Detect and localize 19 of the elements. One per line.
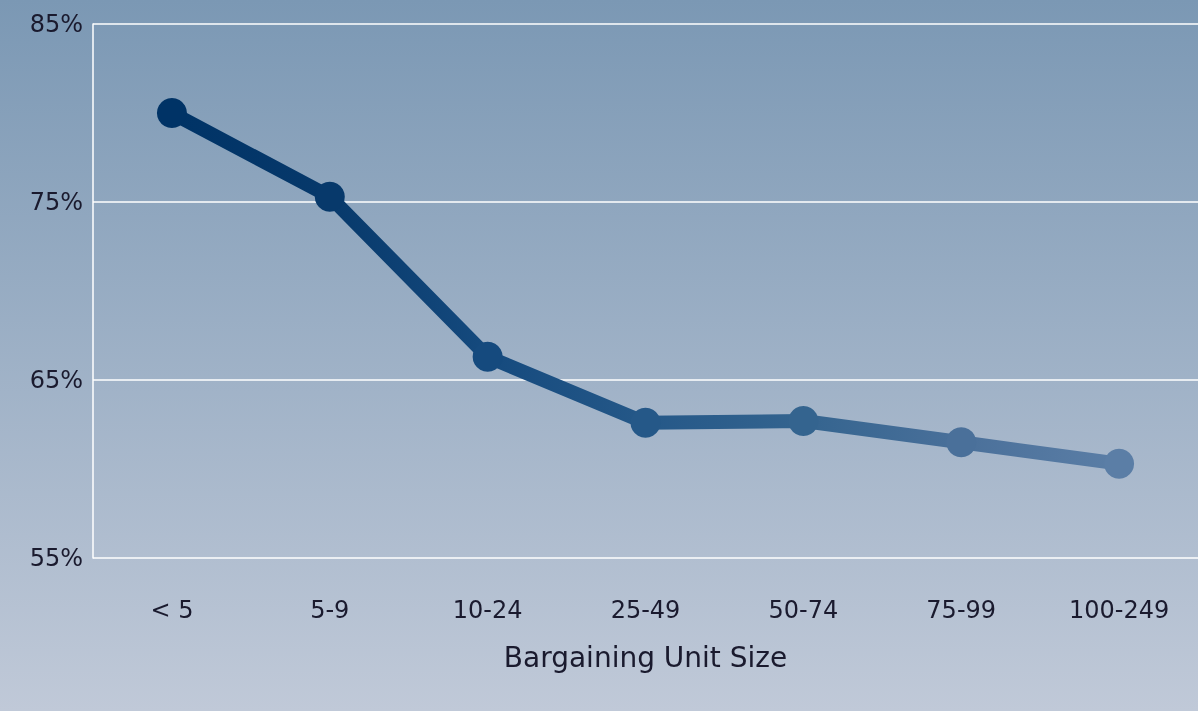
point — [156, 98, 187, 128]
y-tick-label: 55% — [29, 544, 83, 572]
x-tick-label: 100-249 — [1068, 596, 1170, 624]
point — [946, 427, 977, 458]
point — [630, 407, 661, 438]
point — [1104, 448, 1135, 479]
x-axis-title: Bargaining Unit Size — [503, 640, 788, 674]
y-tick-label: 75% — [29, 188, 83, 216]
x-tick-label: 50-74 — [768, 596, 839, 624]
x-tick-label: 10-24 — [452, 596, 523, 624]
point — [472, 341, 503, 372]
x-tick-label: 75-99 — [926, 596, 997, 624]
point — [788, 405, 819, 436]
x-tick-label: 5-9 — [310, 596, 350, 624]
x-tick-label: 25-49 — [610, 596, 681, 624]
point — [314, 181, 345, 212]
x-tick-label: < 5 — [150, 596, 194, 624]
y-tick-label: 85% — [29, 10, 83, 38]
y-tick-label: 65% — [29, 366, 83, 394]
